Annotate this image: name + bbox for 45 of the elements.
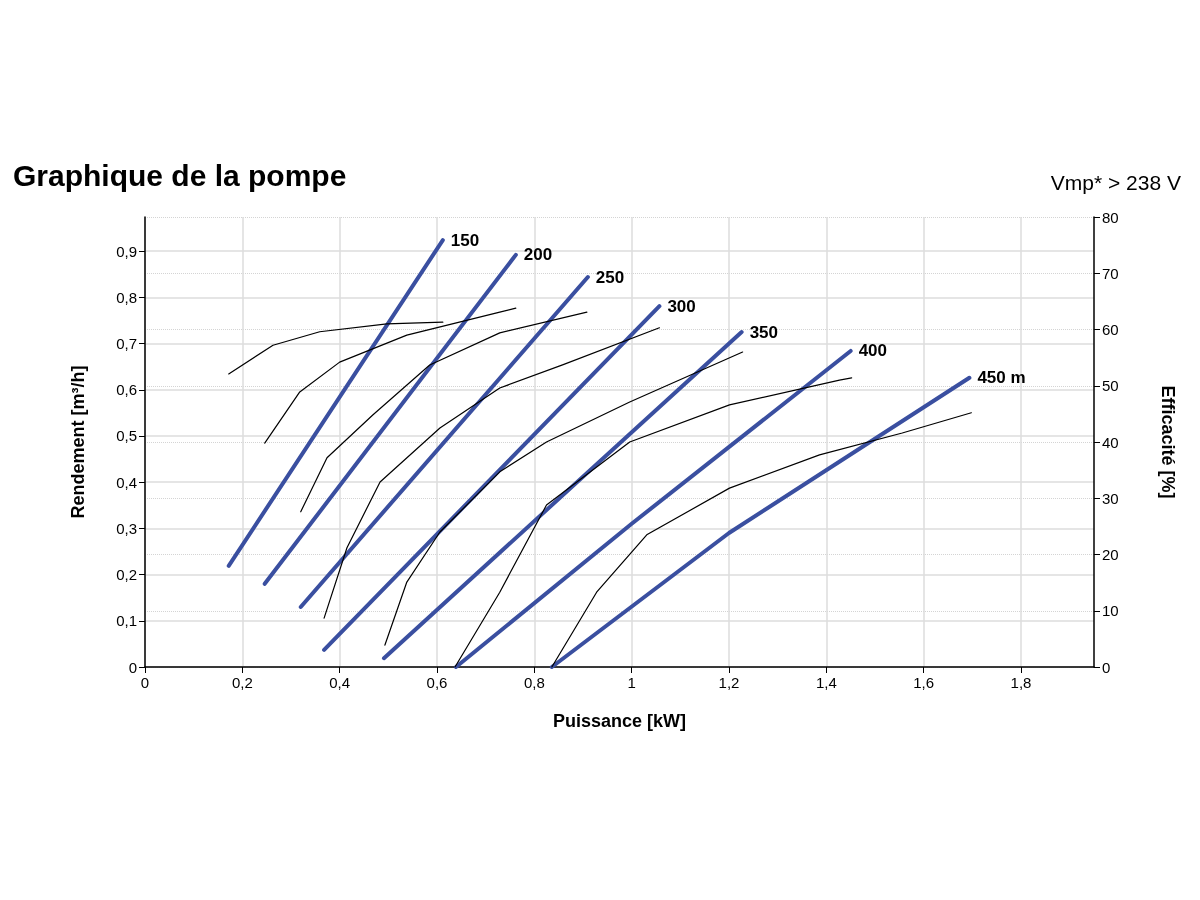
series-label: 350 (749, 322, 779, 342)
y2-tick-label: 10 (1102, 602, 1119, 620)
y-tick-label: 0,6 (116, 381, 137, 399)
y-tick-label: 0,1 (116, 612, 137, 630)
x-tick-label: 0,4 (329, 674, 351, 691)
y2-tick-label: 40 (1102, 433, 1119, 451)
y2-tick-label: 20 (1102, 546, 1119, 563)
y-tick-label: 0,4 (116, 473, 137, 491)
y2-tick-label: 70 (1102, 264, 1119, 282)
y-tick-label: 0,5 (116, 427, 137, 445)
x-tick-label: 1 (627, 674, 636, 691)
series-label: 200 (523, 245, 553, 265)
line-series (323, 327, 661, 619)
y2-tick-label: 50 (1102, 377, 1119, 395)
line-series (228, 321, 444, 375)
y2-axis-title: Efficacité [%] (1158, 385, 1178, 499)
y-tick-label: 0,3 (116, 519, 137, 537)
x-tick-label: 1,8 (1010, 674, 1032, 691)
chart-title: Graphique de la pompe (13, 158, 347, 192)
y-tick-label: 0,8 (116, 288, 137, 306)
y-tick-label: 0 (128, 658, 137, 676)
y2-tick-label: 30 (1102, 489, 1119, 507)
x-tick-label: 0,8 (523, 674, 545, 691)
x-axis-title: Puissance [kW] (552, 711, 687, 731)
chart-subtitle: Vmp* > 238 V (1050, 171, 1182, 194)
series-label: 250 (595, 267, 625, 287)
y2-tick-label: 60 (1102, 321, 1119, 338)
series-label: 150 (450, 230, 480, 250)
x-tick-label: 0 (140, 674, 150, 691)
series-label: 300 (667, 296, 696, 316)
y2-tick-label: 80 (1102, 208, 1119, 226)
line-series (264, 307, 517, 444)
y-tick-label: 0,2 (116, 566, 137, 584)
series-label: 450 m (977, 368, 1026, 388)
y-tick-label: 0,9 (116, 242, 137, 260)
x-tick-label: 1,2 (718, 674, 740, 691)
y-tick-label: 0,7 (116, 335, 137, 353)
x-tick-label: 0,6 (426, 674, 448, 691)
x-tick-label: 1,6 (913, 674, 935, 691)
series-label: 400 (858, 341, 888, 361)
x-tick-label: 1,4 (815, 674, 837, 691)
x-tick-label: 0,2 (231, 674, 253, 691)
y2-tick-label: 0 (1102, 658, 1111, 676)
line-series (300, 311, 588, 513)
y-axis-title: Rendement [m³/h] (68, 365, 88, 519)
